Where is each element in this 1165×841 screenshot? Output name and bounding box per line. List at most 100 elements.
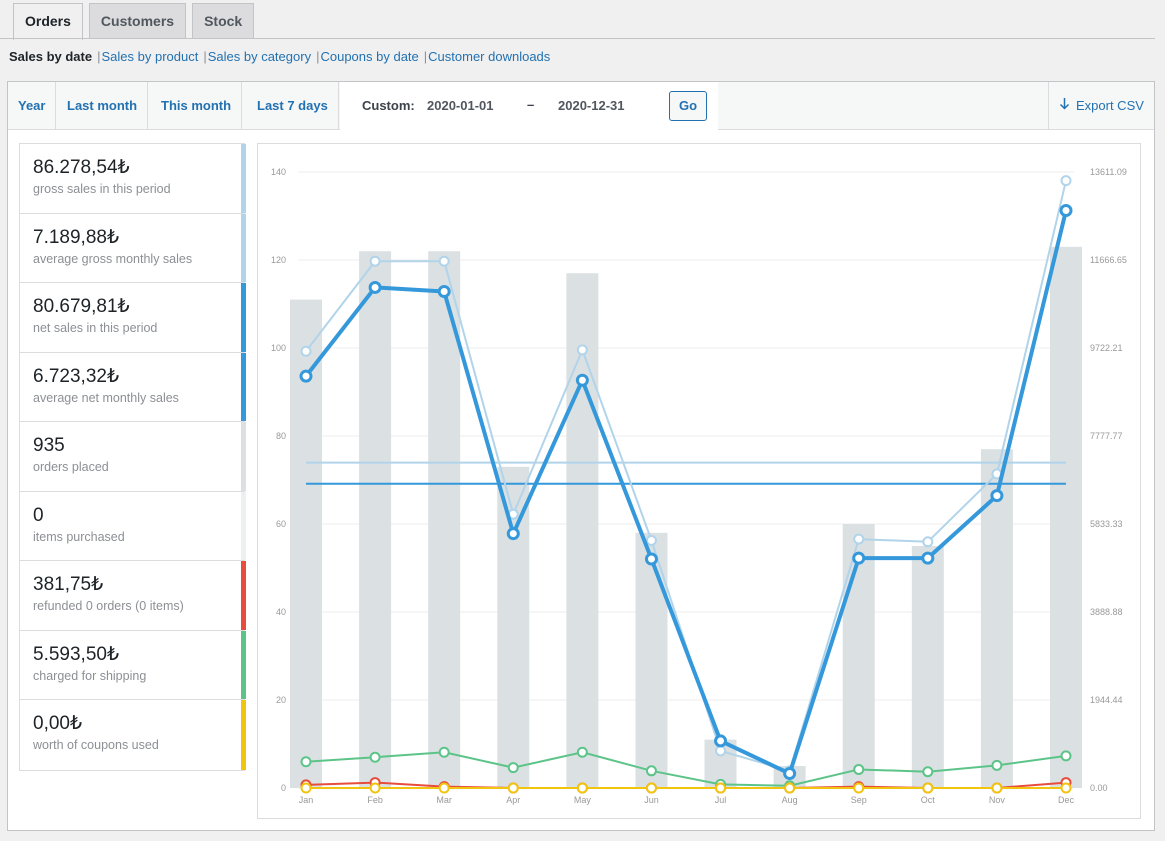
export-csv-button[interactable]: Export CSV: [1048, 82, 1154, 129]
legend-items-purchased[interactable]: 0 items purchased: [20, 491, 246, 561]
legend-description: items purchased: [33, 529, 125, 544]
x-tick-label: Apr: [506, 795, 520, 805]
series-point: [991, 782, 1003, 794]
series-point: [369, 782, 381, 794]
tab-customers[interactable]: Customers: [88, 3, 187, 39]
series-point: [369, 751, 381, 763]
legend-value: 0,00₺: [33, 713, 83, 734]
series-point: [645, 765, 657, 777]
start-date-field[interactable]: 2020-01-01: [427, 98, 494, 113]
subnav-link-sales-by-category[interactable]: Sales by category: [207, 49, 312, 64]
tab-stock[interactable]: Stock: [192, 3, 255, 39]
series-point: [784, 782, 796, 794]
subnav-separator: |: [97, 49, 101, 64]
series-point: [853, 763, 865, 775]
end-date-field[interactable]: 2020-12-31: [558, 98, 625, 113]
legend-color-bar: [241, 700, 246, 770]
series-point: [576, 344, 588, 356]
subnav-link-sales-by-product[interactable]: Sales by product: [101, 49, 199, 64]
y-right-tick-label: 5833.33: [1090, 519, 1123, 529]
legend-refunds[interactable]: 381,75₺ refunded 0 orders (0 items): [20, 561, 246, 631]
order-count-bar: [1050, 246, 1082, 789]
series-point: [922, 536, 934, 548]
order-count-bar: [635, 532, 668, 788]
legend-value: 381,75₺: [33, 574, 104, 595]
order-count-bar: [497, 466, 530, 788]
legend-orders-placed[interactable]: 935 orders placed: [20, 422, 246, 492]
legend-description: average gross monthly sales: [33, 251, 193, 266]
series-point: [715, 745, 727, 757]
legend-color-bar: [241, 144, 246, 213]
y-left-tick-label: 100: [271, 343, 286, 353]
x-tick-label: Mar: [436, 795, 452, 805]
y-left-tick-label: 20: [276, 695, 286, 705]
subnav-link-coupons-by-date[interactable]: Coupons by date: [320, 49, 419, 64]
y-left-tick-label: 60: [276, 519, 286, 529]
legend-color-bar: [241, 352, 246, 421]
y-right-tick-label: 1944.44: [1090, 695, 1123, 705]
y-left-tick-label: 80: [276, 431, 286, 441]
range-last-7-days[interactable]: Last 7 days: [247, 82, 339, 129]
legend-average-net[interactable]: 6.723,32₺ average net monthly sales: [20, 352, 246, 422]
custom-label: Custom:: [362, 98, 415, 113]
subnav-link-customer-downloads[interactable]: Customer downloads: [428, 49, 551, 64]
series-point: [783, 767, 797, 781]
legend-coupons[interactable]: 0,00₺ worth of coupons used: [20, 700, 246, 770]
series-point: [853, 782, 865, 794]
legend-color-bar: [241, 283, 246, 352]
y-right-tick-label: 7777.77: [1090, 431, 1123, 441]
legend-description: refunded 0 orders (0 items): [33, 599, 184, 613]
series-point: [853, 533, 865, 545]
subnav-separator: |: [423, 49, 428, 64]
range-this-month[interactable]: This month: [151, 82, 243, 129]
series-point: [1060, 782, 1072, 794]
legend-value: 5.593,50₺: [33, 643, 120, 665]
chart-legend: 86.278,54₺ gross sales in this period 7.…: [19, 143, 246, 771]
order-count-bar: [911, 546, 944, 788]
legend-gross-sales[interactable]: 86.278,54₺ gross sales in this period: [20, 144, 246, 214]
legend-color-bar: [241, 422, 246, 491]
range-year[interactable]: Year: [8, 82, 57, 129]
legend-description: gross sales in this period: [33, 182, 171, 196]
legend-value: 935: [33, 435, 65, 456]
go-button[interactable]: Go: [669, 91, 707, 121]
series-point: [438, 782, 450, 794]
series-point: [368, 280, 382, 294]
legend-description: net sales in this period: [33, 321, 158, 335]
date-dash: –: [527, 97, 535, 112]
legend-color-bar: [241, 213, 246, 282]
legend-shipping[interactable]: 5.593,50₺ charged for shipping: [20, 630, 246, 700]
export-csv-label: Export CSV: [1076, 98, 1144, 113]
series-point: [715, 782, 727, 794]
range-last-month[interactable]: Last month: [57, 82, 149, 129]
range-bar: Year Last month This month Last 7 days C…: [8, 82, 1154, 130]
x-tick-label: Nov: [989, 795, 1006, 805]
series-point: [714, 734, 728, 748]
report-subnav: Sales by date | Sales by product | Sales…: [9, 49, 550, 64]
y-left-tick-label: 40: [276, 607, 286, 617]
series-point: [991, 759, 1003, 771]
series-point: [575, 373, 589, 387]
legend-net-sales[interactable]: 80.679,81₺ net sales in this period: [20, 283, 246, 353]
legend-value: 7.189,88₺: [33, 226, 120, 248]
series-point: [437, 285, 451, 299]
series-point: [506, 527, 520, 541]
series-point: [299, 369, 313, 383]
series-point: [1059, 204, 1073, 218]
series-point: [922, 766, 934, 778]
x-tick-label: Jun: [644, 795, 659, 805]
legend-average-gross[interactable]: 7.189,88₺ average gross monthly sales: [20, 213, 246, 283]
y-right-tick-label: 0.00: [1090, 783, 1108, 793]
tab-orders[interactable]: Orders: [13, 3, 83, 40]
x-tick-label: Sep: [851, 795, 867, 805]
legend-value: 0: [33, 504, 44, 526]
order-count-bar: [359, 251, 392, 788]
series-point: [852, 551, 866, 565]
order-count-bar: [842, 524, 875, 788]
legend-color-bar: [241, 630, 246, 699]
series-line: [305, 180, 1067, 772]
x-tick-label: Jan: [299, 795, 314, 805]
x-tick-label: Oct: [921, 795, 936, 805]
series-point: [438, 255, 450, 267]
series-point: [300, 756, 312, 768]
